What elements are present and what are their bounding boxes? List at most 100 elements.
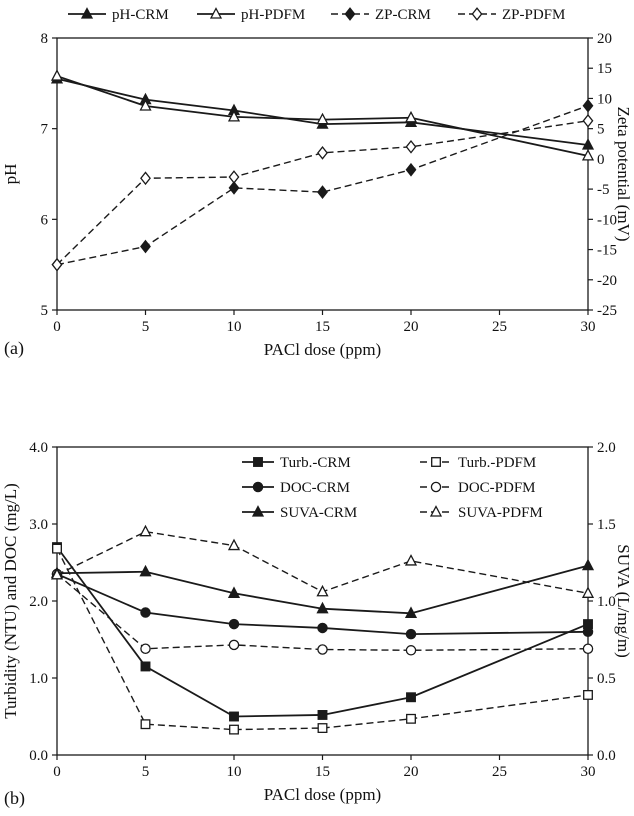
legend-item-SUVA-PDFM: SUVA-PDFM bbox=[420, 505, 543, 521]
series-pH-PDFM bbox=[50, 69, 595, 161]
triangle-marker bbox=[50, 567, 64, 580]
y-tick-label-right: 1.5 bbox=[597, 517, 616, 533]
panel-a-label: (a) bbox=[4, 338, 24, 358]
y-tick-label-left: 2.0 bbox=[29, 594, 48, 610]
legend-item-pH-PDFM: pH-PDFM bbox=[197, 7, 305, 23]
diamond-marker bbox=[51, 257, 63, 272]
legend-label: ZP-CRM bbox=[375, 7, 431, 23]
y-tick-label-right: 1.0 bbox=[597, 594, 616, 610]
triangle-marker bbox=[227, 109, 241, 122]
y-tick-label-right: -20 bbox=[597, 273, 617, 289]
y-tick-label-right: 20 bbox=[597, 31, 612, 47]
square-marker bbox=[406, 692, 416, 703]
legend: Turb.-CRM Turb.-PDFM DOC-CRM DOC-PDFM SUVA-C… bbox=[242, 455, 543, 521]
y-tick-label-right: 15 bbox=[597, 61, 612, 77]
diamond-marker bbox=[228, 170, 240, 184]
series-Turb.-PDFM bbox=[52, 543, 593, 735]
y-axis-title-left: pH bbox=[1, 164, 20, 185]
legend-item-Turb.-PDFM: Turb.-PDFM bbox=[420, 455, 536, 471]
diamond-marker bbox=[582, 113, 594, 128]
legend-item-ZP-PDFM: ZP-PDFM bbox=[458, 7, 565, 23]
legend-label: Turb.-PDFM bbox=[458, 455, 536, 471]
square-marker bbox=[140, 661, 151, 672]
x-tick-label: 10 bbox=[227, 764, 242, 780]
y-tick-label-left: 1.0 bbox=[29, 671, 48, 687]
square-marker bbox=[229, 711, 239, 722]
triangle-marker bbox=[404, 606, 418, 618]
series-pH-CRM bbox=[50, 71, 595, 150]
triangle-marker bbox=[227, 538, 241, 551]
legend-label: DOC-CRM bbox=[280, 480, 350, 496]
y-tick-label-right: 0.0 bbox=[597, 748, 616, 764]
diamond-marker bbox=[344, 7, 356, 21]
x-tick-label: 15 bbox=[315, 319, 330, 335]
y-tick-label-left: 6 bbox=[41, 212, 49, 228]
triangle-marker bbox=[139, 99, 152, 111]
legend-label: ZP-PDFM bbox=[502, 7, 565, 23]
circle-marker bbox=[430, 481, 442, 493]
triangle-marker bbox=[316, 584, 329, 597]
legend-label: Turb.-CRM bbox=[280, 455, 351, 471]
y-tick-label-left: 8 bbox=[41, 31, 49, 47]
y-tick-label-left: 0.0 bbox=[29, 748, 48, 764]
tick-labels: 0 5 10 15 20 25 300.01.02.03.04.00.00.51.01.52… bbox=[29, 440, 616, 780]
square-marker bbox=[229, 724, 239, 735]
y-tick-label-right: 0 bbox=[597, 152, 605, 168]
series-ZP-PDFM bbox=[51, 113, 594, 272]
axis-ticks bbox=[52, 37, 593, 315]
axis-ticks bbox=[52, 446, 593, 760]
square-marker bbox=[583, 689, 593, 700]
x-tick-label: 10 bbox=[227, 319, 242, 335]
series-SUVA-CRM bbox=[50, 558, 595, 618]
diamond-marker bbox=[405, 139, 417, 154]
triangle-marker bbox=[251, 505, 265, 517]
circle-marker bbox=[228, 618, 240, 630]
y-tick-label-left: 4.0 bbox=[29, 440, 48, 456]
x-tick-label: 30 bbox=[581, 764, 596, 780]
circle-marker bbox=[317, 622, 328, 634]
x-tick-label: 30 bbox=[581, 319, 596, 335]
x-tick-label: 5 bbox=[142, 764, 150, 780]
y-tick-label-left: 3.0 bbox=[29, 517, 48, 533]
square-marker bbox=[317, 710, 328, 720]
legend-label: pH-PDFM bbox=[241, 7, 305, 23]
panel-b-label: (b) bbox=[4, 788, 25, 808]
legend-item-Turb.-CRM: Turb.-CRM bbox=[242, 455, 351, 471]
legend-label: DOC-PDFM bbox=[458, 480, 536, 496]
x-tick-label: 25 bbox=[492, 764, 507, 780]
triangle-marker bbox=[139, 524, 152, 537]
y-tick-label-right: 5 bbox=[597, 122, 605, 138]
triangle-marker bbox=[50, 69, 64, 81]
triangle-marker bbox=[404, 554, 418, 566]
diamond-marker bbox=[405, 162, 417, 177]
y-tick-label-right: -25 bbox=[597, 303, 617, 319]
triangle-marker bbox=[581, 558, 595, 571]
legend-label: SUVA-PDFM bbox=[458, 505, 543, 521]
y-tick-label-left: 7 bbox=[41, 122, 49, 138]
plot-frame bbox=[56, 37, 589, 311]
square-marker bbox=[406, 713, 416, 724]
square-marker bbox=[317, 723, 328, 734]
circle-marker bbox=[317, 644, 328, 655]
legend: pH-CRM pH-PDFM ZP-CRM ZP-PDFM bbox=[68, 7, 565, 23]
circle-marker bbox=[405, 628, 417, 640]
triangle-marker bbox=[139, 564, 152, 577]
diamond-marker bbox=[140, 239, 151, 254]
x-tick-label: 0 bbox=[53, 764, 61, 780]
diamond-marker bbox=[471, 7, 483, 21]
chart-a: 0 5 10 15 20 25 305678-25-20-15-10-505101520PA… bbox=[1, 7, 633, 359]
diamond-marker bbox=[140, 171, 151, 186]
y-tick-label-right: -15 bbox=[597, 243, 617, 259]
legend-label: SUVA-CRM bbox=[280, 505, 357, 521]
diamond-marker bbox=[317, 185, 328, 199]
triangle-marker bbox=[227, 586, 241, 598]
legend-item-SUVA-CRM: SUVA-CRM bbox=[242, 505, 357, 521]
triangle-marker bbox=[581, 586, 595, 598]
y-tick-label-right: 10 bbox=[597, 91, 612, 107]
x-tick-label: 25 bbox=[492, 319, 507, 335]
square-marker bbox=[140, 719, 151, 730]
x-tick-label: 20 bbox=[404, 319, 419, 335]
chart-b: 0 5 10 15 20 25 300.01.02.03.04.00.00.51.01.52… bbox=[1, 440, 633, 804]
circle-marker bbox=[140, 643, 151, 654]
